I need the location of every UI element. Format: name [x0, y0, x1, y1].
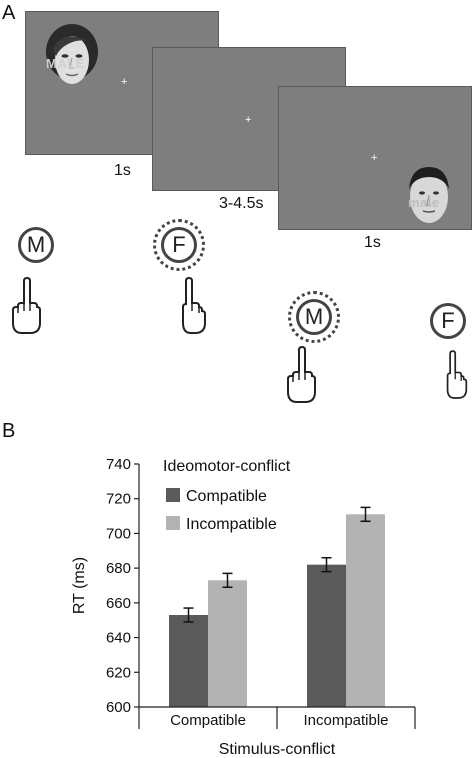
y-tick-label: 680	[106, 560, 131, 577]
x-tick-label: Incompatible	[303, 712, 388, 729]
face-label-word: MALE	[46, 56, 85, 71]
bar	[208, 580, 247, 707]
duration-label-2: 3-4.5s	[219, 195, 264, 212]
bar	[307, 564, 346, 707]
x-axis: Compatible Incompatible	[138, 706, 416, 729]
legend-label: Incompatible	[186, 516, 277, 533]
pointing-hand-icon	[446, 350, 468, 399]
rt-bar-chart: 600 620 640 660 680 700 720 740 Compatible Incom…	[71, 456, 416, 758]
y-tick-label: 720	[106, 491, 131, 508]
y-tick-label: 640	[106, 630, 131, 647]
x-axis-label: Stimulus-conflict	[219, 741, 336, 758]
y-axis: 600 620 640 660 680 700 720 740	[106, 456, 140, 716]
bars	[169, 506, 385, 707]
duration-label-3: 1s	[364, 234, 381, 251]
pointing-hand-icon	[182, 277, 206, 334]
panel-a-label: A	[2, 2, 16, 24]
face-label-word: male	[408, 195, 440, 210]
response-key-m: M	[18, 227, 54, 263]
legend: Ideomotor-conflict Compatible Incompatible	[163, 458, 291, 533]
highlight-ring	[288, 291, 340, 343]
pointing-hand-icon	[287, 346, 316, 403]
y-tick-label: 660	[106, 595, 131, 612]
panel-b-label: B	[2, 420, 16, 442]
duration-label-1: 1s	[114, 162, 131, 179]
female-face-image	[44, 22, 100, 88]
bar	[346, 514, 385, 707]
fixation-cross: +	[245, 114, 252, 126]
y-tick-label: 700	[106, 525, 131, 542]
legend-swatch	[166, 488, 180, 502]
highlight-ring	[153, 219, 205, 271]
y-tick-label: 740	[106, 456, 131, 473]
legend-title: Ideomotor-conflict	[163, 458, 291, 475]
x-tick-label: Compatible	[170, 712, 246, 729]
bar	[169, 615, 208, 707]
key-letter: F	[172, 232, 186, 257]
response-key-m: M	[296, 299, 332, 335]
y-axis-label: RT (ms)	[71, 557, 88, 614]
pointing-hand-icon	[12, 277, 41, 334]
key-letter: M	[26, 232, 46, 257]
legend-swatch	[166, 516, 180, 530]
y-tick-label: 620	[106, 664, 131, 681]
response-key-f: F	[430, 303, 466, 339]
stimulus-screen-3: + male	[278, 86, 472, 230]
y-tick-label: 600	[106, 699, 131, 716]
key-letter: M	[304, 304, 324, 329]
key-letter: F	[441, 308, 455, 333]
response-key-f: F	[161, 227, 197, 263]
legend-label: Compatible	[186, 488, 267, 505]
male-face-image	[403, 163, 455, 225]
fixation-cross: +	[121, 76, 128, 88]
fixation-cross: +	[371, 152, 378, 164]
